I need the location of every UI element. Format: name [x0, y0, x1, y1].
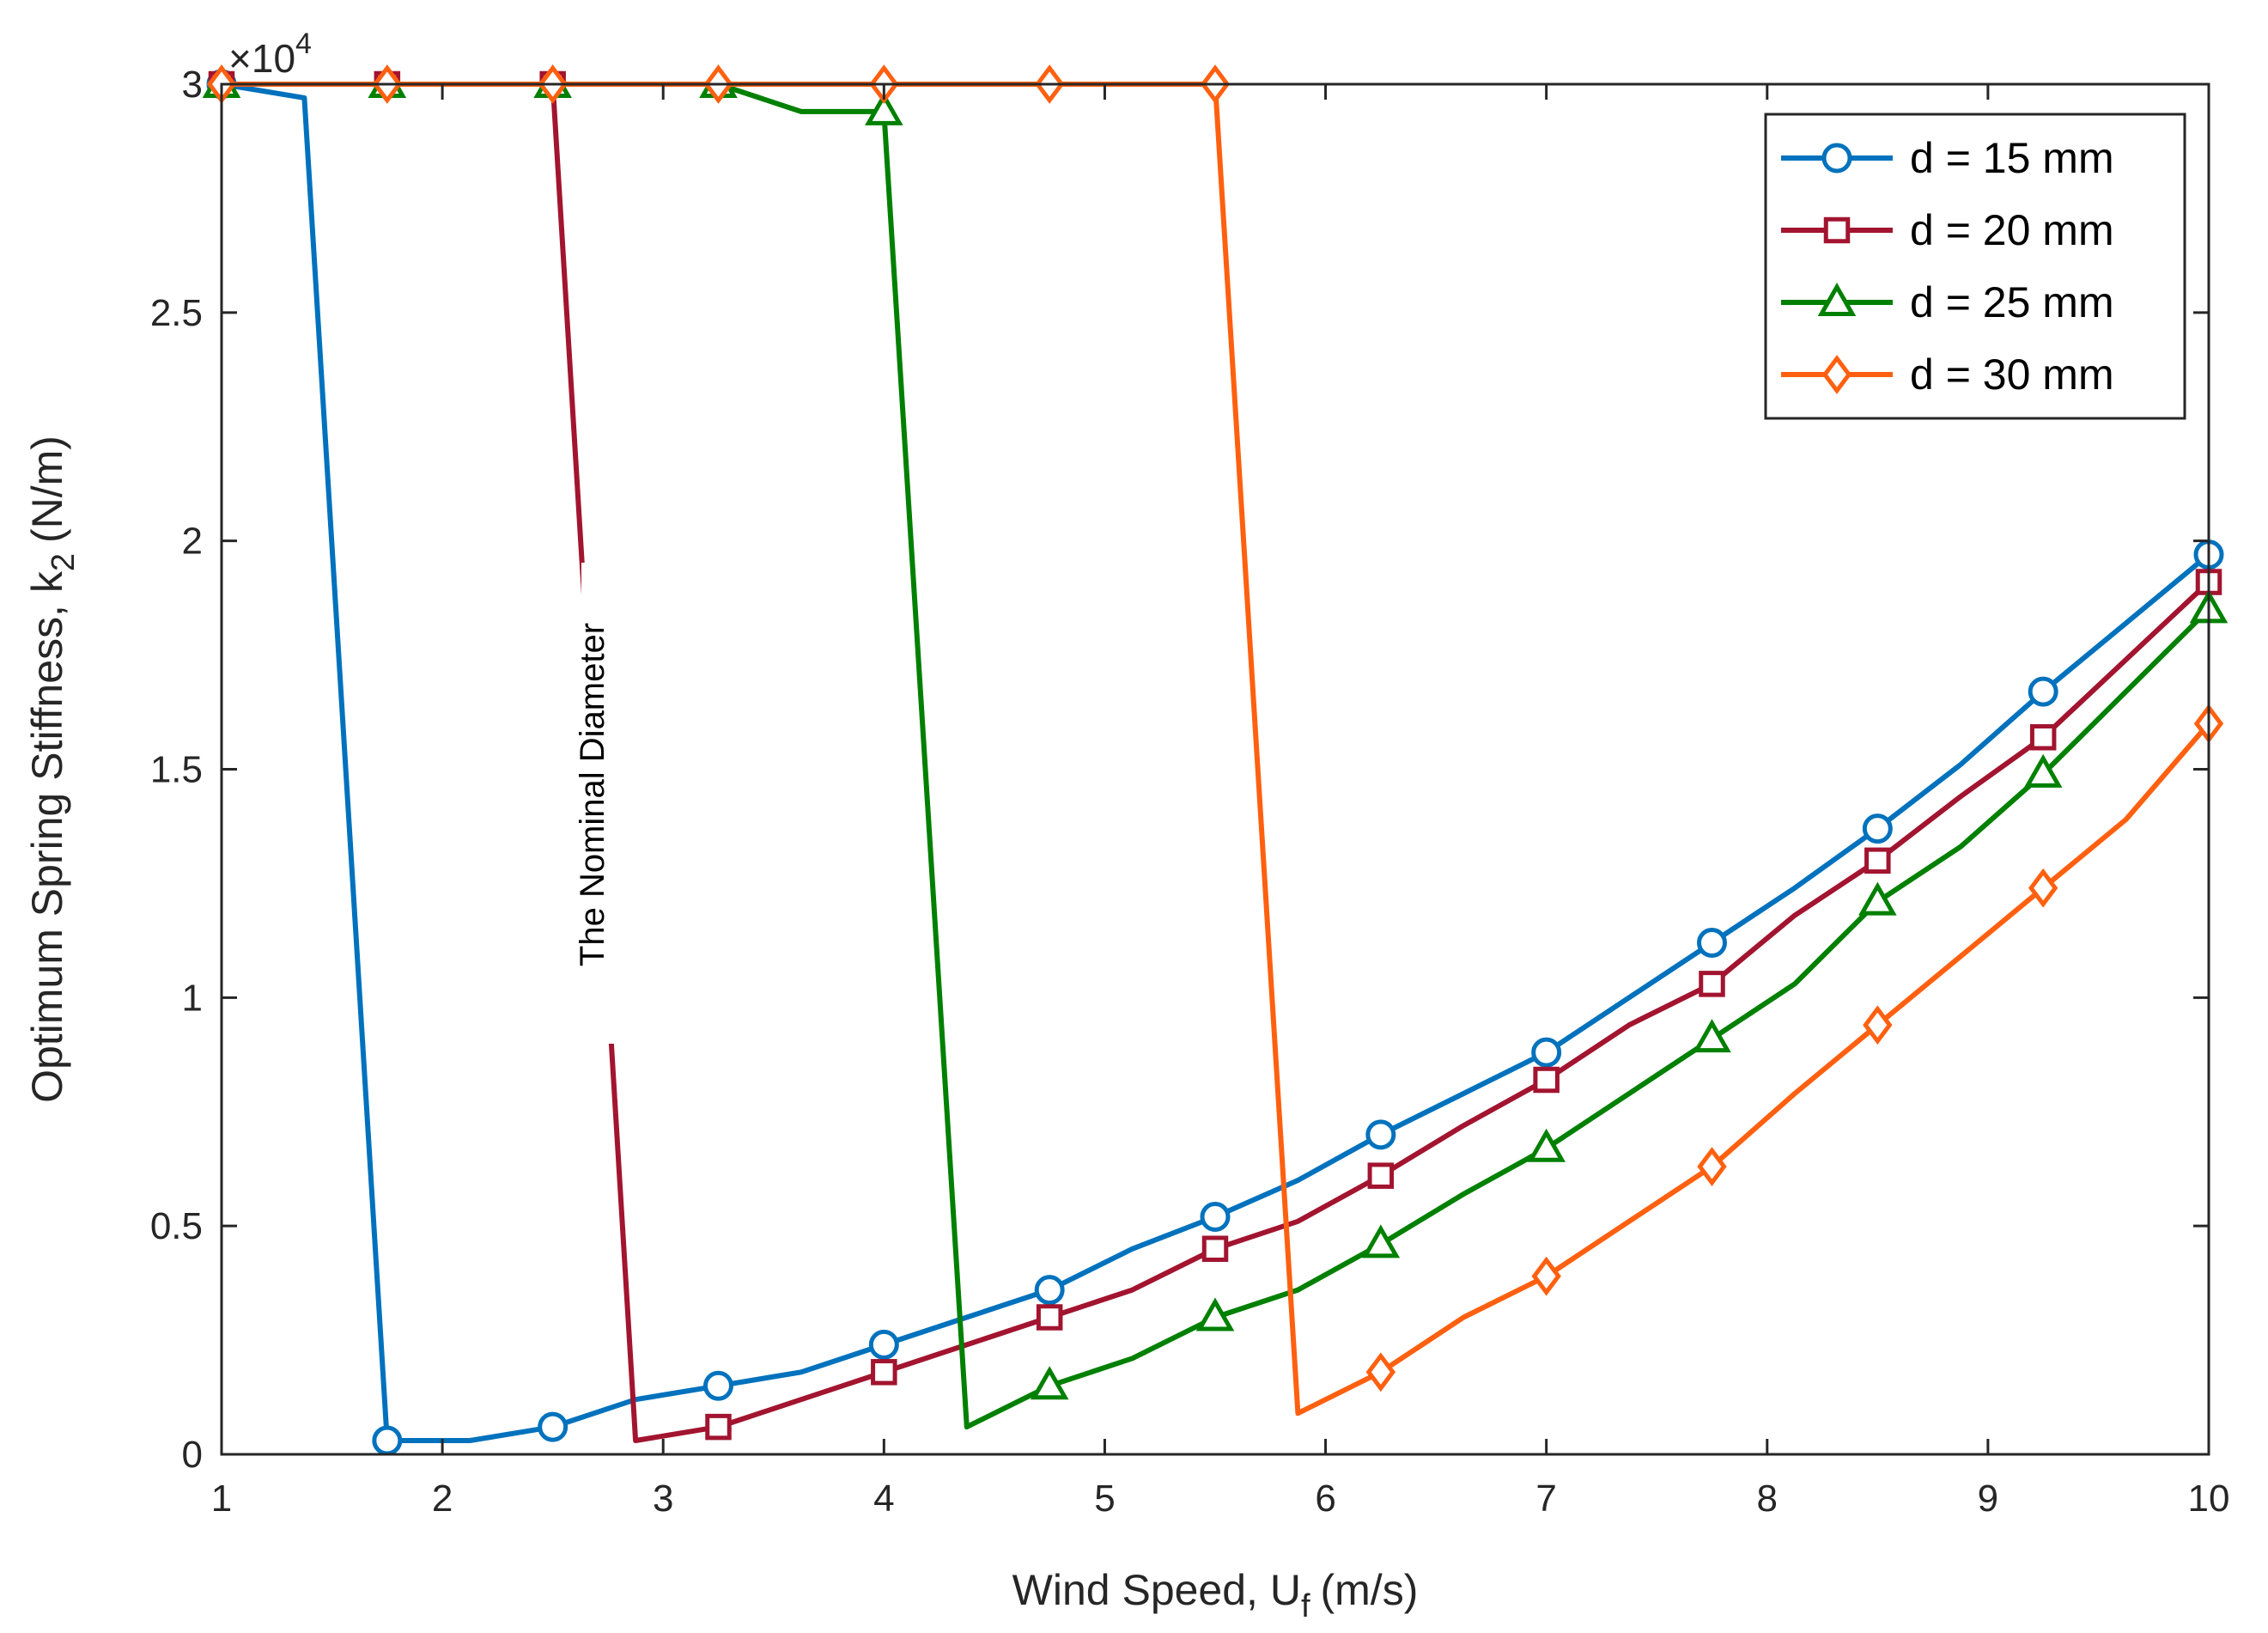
- data-point-marker: [1531, 1256, 1561, 1296]
- x-tick-label: 7: [1535, 1478, 1556, 1520]
- data-point-marker: [1361, 1224, 1401, 1258]
- data-point-marker: [1862, 813, 1893, 844]
- data-point-marker: [1863, 1005, 1893, 1045]
- tick-layer: 1 2 3 4 5 6 7 8 9 10 0 0.5 1 1.5 2 2.5 3: [150, 64, 2230, 1520]
- data-point-marker: [1367, 1162, 1395, 1189]
- data-point-marker: [1365, 1352, 1396, 1392]
- x-tick-label: 6: [1315, 1478, 1335, 1520]
- x-axis-title-subscript: f: [1301, 1588, 1310, 1624]
- data-point-marker: [1201, 1235, 1229, 1262]
- legend-label: d = 25 mm: [1910, 278, 2114, 326]
- data-point-marker: [1693, 1019, 1731, 1053]
- data-point-marker: [1531, 1037, 1562, 1068]
- y-axis-multiplier: ×104: [228, 27, 312, 81]
- y-tick-label: 0.5: [150, 1205, 203, 1247]
- x-axis-title: Wind Speed, Uf (m/s): [1012, 1566, 1419, 1624]
- legend-item: d = 20 mm: [1781, 206, 2114, 254]
- data-point-marker: [1864, 847, 1891, 874]
- data-point-marker: [1699, 971, 1725, 997]
- data-point-marker: [1034, 1275, 1065, 1306]
- y-tick-label: 3: [182, 64, 203, 106]
- series-layer: [202, 64, 2228, 1456]
- annotation-label: The Nominal Diameter: [574, 623, 611, 966]
- legend-swatch-marker: [1823, 216, 1851, 244]
- y-tick-label: 2: [182, 521, 203, 563]
- data-point-marker: [1195, 1297, 1235, 1331]
- data-point-marker: [2023, 753, 2063, 788]
- data-point-marker: [1697, 1147, 1727, 1186]
- x-tick-label: 3: [653, 1478, 673, 1520]
- data-point-marker: [1533, 1066, 1560, 1094]
- legend-swatch-marker: [1821, 355, 1852, 394]
- data-point-marker: [538, 1411, 569, 1442]
- y-multiplier-exponent: 4: [295, 27, 312, 60]
- legend-label: d = 15 mm: [1910, 134, 2114, 182]
- x-axis-title-unit: (m/s): [1321, 1566, 1419, 1614]
- legend-swatch-marker: [1821, 143, 1852, 174]
- annotation-background: [581, 563, 616, 1044]
- data-point-marker: [703, 1370, 733, 1401]
- y-tick-label: 0: [182, 1434, 203, 1476]
- legend-label: d = 20 mm: [1910, 206, 2114, 254]
- legend-item: d = 15 mm: [1781, 134, 2114, 182]
- y-axis-title-subscript: 2: [46, 553, 82, 571]
- data-point-marker: [2028, 676, 2058, 707]
- x-tick-label: 8: [1757, 1478, 1778, 1520]
- y-axis-title-main: Optimum Spring Stiffness, k: [23, 570, 71, 1103]
- y-tick-label: 2.5: [150, 292, 203, 334]
- data-point-marker: [868, 1329, 899, 1360]
- x-tick-label: 5: [1094, 1478, 1115, 1520]
- legend-label: d = 30 mm: [1910, 350, 2114, 399]
- data-point-marker: [871, 1359, 897, 1386]
- data-point-marker: [2029, 724, 2057, 751]
- data-point-marker: [1697, 928, 1727, 959]
- y-tick-label: 1: [182, 977, 203, 1019]
- legend: d = 15 mm d = 20 mm d = 25 mm d = 30 mm: [1764, 113, 2186, 420]
- data-point-marker: [865, 91, 903, 125]
- data-point-marker: [1527, 1128, 1566, 1162]
- x-tick-label: 2: [432, 1478, 453, 1520]
- x-tick-label: 10: [2188, 1478, 2230, 1520]
- data-point-marker: [1200, 1202, 1231, 1233]
- y-multiplier-base: ×10: [228, 36, 295, 81]
- legend-swatch-marker: [1817, 282, 1857, 316]
- x-tick-label: 9: [1978, 1478, 1998, 1520]
- data-point-marker: [1036, 1304, 1063, 1331]
- data-point-marker: [372, 1425, 403, 1456]
- data-point-marker: [1365, 1119, 1396, 1150]
- data-point-marker: [2028, 868, 2058, 908]
- y-axis-title: Optimum Spring Stiffness, k2 (N/m): [23, 436, 82, 1103]
- legend-item: d = 25 mm: [1781, 278, 2114, 326]
- series-1: [206, 69, 2224, 1456]
- data-point-marker: [1858, 881, 1897, 916]
- annotation-layer: The Nominal Diameter: [574, 563, 616, 1044]
- y-axis-title-unit: (N/m): [23, 436, 71, 543]
- legend-item: d = 30 mm: [1781, 350, 2114, 399]
- data-point-marker: [1030, 1366, 1069, 1400]
- data-point-marker: [705, 1413, 732, 1441]
- x-axis-title-main: Wind Speed, U: [1012, 1566, 1301, 1614]
- y-tick-label: 1.5: [150, 749, 203, 791]
- x-tick-label: 4: [873, 1478, 894, 1520]
- x-tick-label: 1: [211, 1478, 232, 1520]
